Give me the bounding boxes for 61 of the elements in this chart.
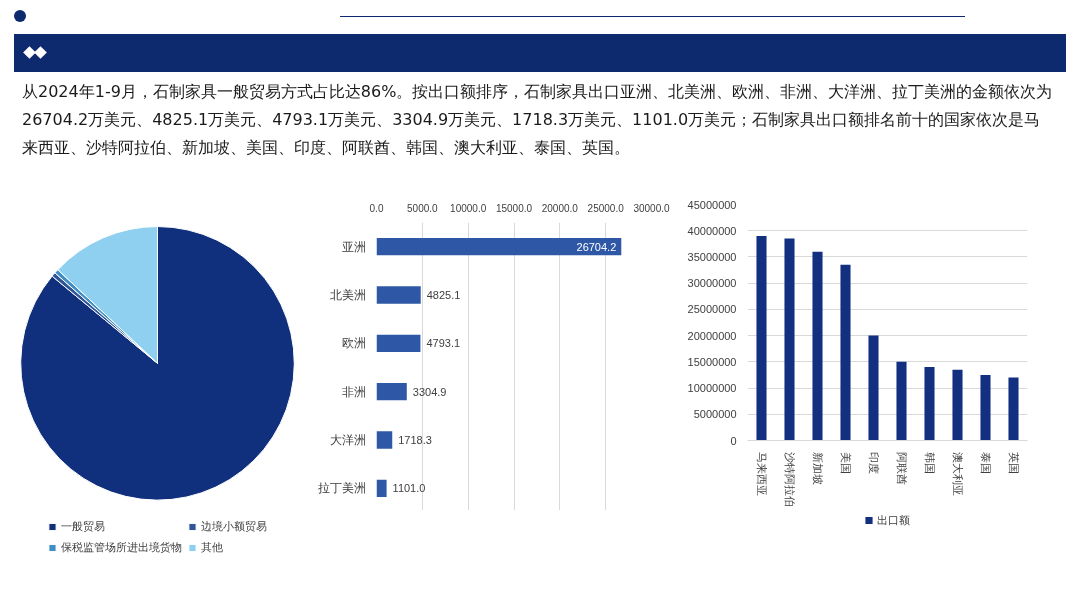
x-tick-label: 韩国 — [923, 451, 936, 474]
legend-label: 保税监管场所进出境货物 — [60, 540, 182, 555]
x-tick-label: 20000.0 — [541, 202, 579, 214]
legend-label: 一般贸易 — [60, 519, 105, 534]
y-tick-label: 北美洲 — [329, 288, 366, 302]
bar — [812, 251, 823, 441]
y-tick-label: 25000000 — [687, 303, 737, 316]
x-tick-label: 25000.0 — [587, 202, 625, 214]
data-label: 1101.0 — [392, 482, 426, 495]
bar — [952, 369, 963, 441]
data-label: 4825.1 — [426, 289, 461, 301]
y-tick-label: 45000000 — [687, 198, 737, 211]
y-tick-label: 亚洲 — [341, 239, 366, 254]
x-tick-label: 美国 — [839, 451, 852, 474]
data-label: 4793.1 — [426, 337, 461, 350]
bar — [376, 237, 622, 256]
legend-label: 出口额 — [877, 512, 910, 528]
bar — [924, 367, 935, 441]
x-tick-label: 30000.0 — [633, 202, 671, 214]
x-tick-label: 沙特阿拉伯 — [783, 451, 796, 507]
y-tick-label: 40000000 — [687, 224, 737, 237]
bar — [896, 361, 907, 441]
bar — [376, 334, 421, 353]
bar — [1008, 377, 1019, 441]
bar — [840, 264, 851, 441]
bar — [980, 374, 991, 441]
x-tick-label: 印度 — [867, 451, 880, 474]
y-tick-label: 20000000 — [687, 329, 737, 342]
y-tick-label: 拉丁美洲 — [317, 481, 366, 496]
legend-label: 其他 — [200, 540, 223, 555]
y-tick-label: 30000000 — [687, 277, 737, 290]
x-tick-label: 15000.0 — [495, 202, 533, 214]
x-tick-label: 5000.0 — [407, 202, 439, 214]
bar — [784, 238, 795, 441]
y-tick-label: 欧洲 — [341, 336, 366, 351]
y-tick-label: 15000000 — [687, 355, 737, 368]
bar — [868, 335, 879, 441]
legend-label: 边境小额贸易 — [200, 519, 267, 534]
text: 从2024年1-9月，石制家具一般贸易方式占比达86%。按出口额排序，石制家具出口亚洲、北美洲、欧洲、非洲、大洋洲、拉丁美洲的金额依次为26704.2万美元、4825.1万美元、4793.1万美元、3304.9万美元、1718.3万美元、1101.0万美元；石制家具出口额排名前十的国家依次是马来西亚、沙特阿拉伯、新加坡、美国、印度、阿联酋、韩国、澳大利亚、泰国、英国。 — [22, 81, 1054, 159]
y-tick-label: 非洲 — [341, 384, 366, 399]
x-tick-label: 英国 — [1007, 451, 1020, 474]
x-tick-label: 新加坡 — [811, 451, 824, 485]
x-tick-label: 泰国 — [979, 451, 992, 474]
bar — [376, 479, 387, 498]
y-tick-label: 0 — [730, 434, 737, 447]
bar — [376, 431, 393, 449]
bar — [376, 286, 421, 304]
y-tick-label: 35000000 — [687, 250, 737, 263]
data-label: 1718.3 — [398, 434, 432, 446]
x-tick-label: 阿联酋 — [895, 451, 908, 485]
x-tick-label: 10000.0 — [450, 202, 487, 214]
x-tick-label: 澳大利亚 — [951, 451, 964, 496]
y-tick-label: 10000000 — [687, 382, 737, 395]
x-tick-label: 马来西亚 — [755, 451, 768, 496]
bar — [376, 382, 407, 401]
bar — [756, 235, 767, 441]
data-label: 3304.9 — [412, 385, 447, 398]
x-tick-label: 0.0 — [369, 202, 384, 214]
y-tick-label: 大洋洲 — [329, 433, 366, 447]
y-tick-label: 5000000 — [693, 408, 737, 421]
data-label: 26704.2 — [576, 240, 617, 253]
